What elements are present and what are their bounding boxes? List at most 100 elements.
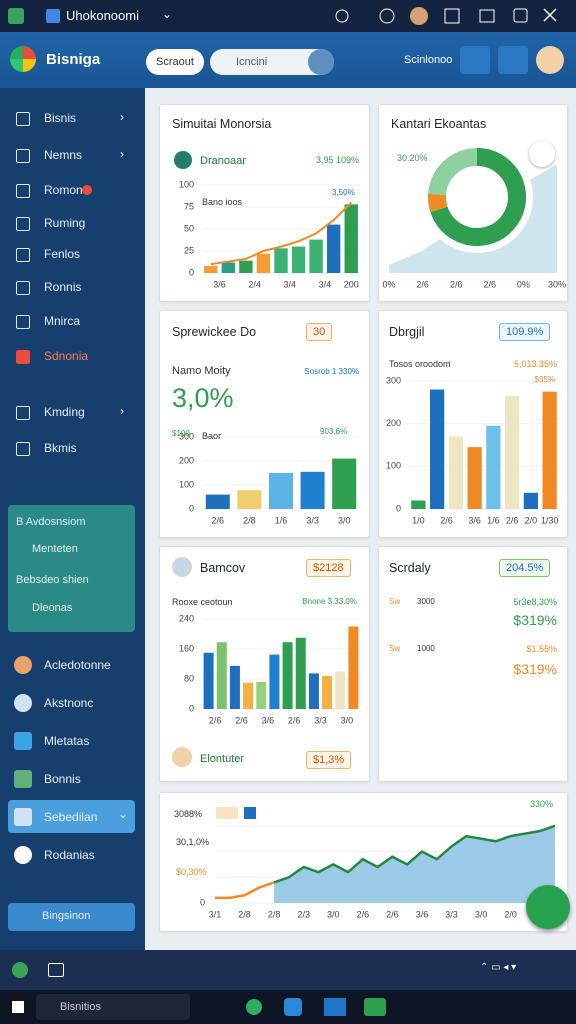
tab-icon bbox=[46, 9, 60, 23]
nav-icon bbox=[16, 442, 30, 456]
fab[interactable] bbox=[526, 885, 570, 929]
avatar[interactable] bbox=[536, 46, 564, 74]
taskbar-search[interactable]: Bisnitios bbox=[36, 994, 190, 1020]
card: 0 3/1 2/8 2/8 2/3 3/0 2/6 2/6 3/6 3/3 3/0 2/0 3088% 3… bbox=[159, 792, 570, 932]
annotation: $0,30% bbox=[176, 867, 207, 877]
logo bbox=[10, 46, 36, 72]
nav-item[interactable]: Bkmis bbox=[44, 441, 77, 455]
bar bbox=[295, 637, 306, 709]
x-tick-label: 2/6 bbox=[450, 279, 463, 289]
footer-label: Elontuter bbox=[200, 753, 245, 765]
bar bbox=[243, 682, 254, 709]
nav-icon bbox=[14, 656, 32, 674]
icon[interactable] bbox=[444, 8, 460, 24]
close[interactable] bbox=[543, 8, 557, 22]
window-controls bbox=[335, 7, 557, 25]
nav-item[interactable]: Akstnonc bbox=[44, 696, 94, 710]
bar bbox=[282, 642, 293, 709]
bar bbox=[269, 654, 280, 709]
avatar[interactable] bbox=[410, 7, 428, 25]
big-value: 3,0% bbox=[172, 383, 234, 413]
nav-item[interactable]: Sebedilan bbox=[44, 810, 98, 824]
nav-subitem[interactable]: Dleonas bbox=[32, 602, 73, 614]
nav-icon bbox=[14, 808, 32, 826]
x-tick-label: 2/6 bbox=[416, 279, 429, 289]
x-tick-label: 3/3 bbox=[314, 715, 327, 725]
nav-item[interactable]: Rodanias bbox=[44, 848, 95, 862]
icon[interactable] bbox=[479, 9, 495, 23]
x-tick-label: 2/8 bbox=[268, 909, 281, 919]
nav-item[interactable]: Bonnis bbox=[44, 772, 81, 786]
search-button[interactable] bbox=[308, 49, 334, 75]
maximize[interactable] bbox=[513, 8, 528, 23]
app[interactable] bbox=[324, 998, 346, 1016]
note: Bano ioos bbox=[202, 197, 243, 207]
nav-item[interactable]: Kmding bbox=[44, 405, 85, 419]
icon[interactable] bbox=[379, 8, 395, 24]
trend-line bbox=[210, 201, 352, 266]
chart: 0 100 200 300 2/6 2/8 1/6 3/3 3/0 bbox=[179, 431, 360, 525]
nav-subitem[interactable]: Menteten bbox=[32, 543, 78, 555]
bar bbox=[344, 204, 358, 273]
button[interactable]: Scraout bbox=[146, 49, 204, 75]
nav-icon bbox=[14, 770, 32, 788]
tab-dropdown[interactable]: ⌄ bbox=[162, 7, 173, 21]
x-tick-label: 2/3 bbox=[297, 909, 310, 919]
series-line bbox=[215, 881, 275, 900]
x-tick-label: 3/4 bbox=[319, 279, 332, 289]
series-line bbox=[273, 824, 556, 884]
nav-item[interactable]: Nemns bbox=[44, 148, 83, 162]
x-tick-label: 3/4 bbox=[284, 279, 297, 289]
search-box[interactable]: Icncini bbox=[210, 49, 334, 75]
zoom-button[interactable] bbox=[529, 141, 555, 167]
card: 0 100 200 300 1/0 2/6 3/6 1/6 2/6 2/0 1/30 Dbrgjil 1… bbox=[378, 310, 568, 538]
nav-item[interactable]: Fenlos bbox=[44, 247, 81, 261]
tray: ⌃ ▭ ◂ ▾ bbox=[480, 962, 517, 973]
y-tick-label: 200 bbox=[179, 455, 194, 465]
annotation: 30,1,0% bbox=[176, 837, 210, 847]
y-tick-label: 100 bbox=[386, 461, 401, 471]
nav-item[interactable]: Ronnis bbox=[44, 280, 82, 294]
icon-button[interactable] bbox=[498, 46, 528, 74]
app[interactable] bbox=[246, 999, 262, 1015]
card: Scrdaly 204.5% Sw 3000 5r3e8,30% $319% Sw 1000 $… bbox=[378, 546, 568, 782]
app[interactable] bbox=[284, 998, 302, 1016]
app-footer: ⌃ ▭ ◂ ▾ bbox=[0, 950, 576, 990]
nav-item[interactable]: Romon bbox=[44, 183, 83, 197]
x-tick-label: 3/6 bbox=[213, 279, 226, 289]
nav-subitem[interactable]: Bebsdeo shien bbox=[16, 574, 89, 586]
label: Namo Moity bbox=[172, 365, 231, 377]
app[interactable] bbox=[364, 998, 386, 1016]
nav-footer[interactable]: Bingsinon bbox=[8, 903, 135, 931]
nav-icon bbox=[16, 112, 30, 126]
tab-title[interactable]: Uhokonoomi bbox=[66, 8, 139, 23]
card: 0 100 200 300 2/6 2/8 1/6 3/3 3/0 Sprewickee Do 30… bbox=[159, 310, 370, 538]
nav-item[interactable]: Ruming bbox=[44, 216, 86, 230]
y-tick-label: 0 bbox=[189, 267, 194, 277]
badge: $2128 bbox=[306, 559, 351, 577]
bar bbox=[348, 626, 359, 709]
nav-item[interactable]: Mnirca bbox=[44, 314, 81, 328]
nav-item[interactable]: Bisnis bbox=[44, 111, 77, 125]
x-tick-label: 2/0 bbox=[525, 515, 538, 525]
row-key: Sw bbox=[389, 597, 401, 606]
x-tick-label: 3/0 bbox=[338, 515, 351, 525]
x-tick-label: 2/6 bbox=[209, 715, 222, 725]
main: 0 25 50 75 100 3/6 2/4 3/4 3/4 200 Simuitai Monors… bbox=[145, 88, 576, 950]
icon[interactable] bbox=[335, 9, 349, 23]
icon bbox=[12, 962, 28, 978]
icon-button[interactable] bbox=[460, 46, 490, 74]
nav-item[interactable]: Acledotonne bbox=[44, 658, 111, 672]
bar bbox=[322, 676, 333, 709]
x-tick-label: 3/3 bbox=[306, 515, 319, 525]
icon[interactable] bbox=[48, 963, 64, 977]
x-tick-label: 3/6 bbox=[416, 909, 429, 919]
y-tick-label: 300 bbox=[179, 431, 194, 441]
bar bbox=[256, 682, 267, 709]
nav-subitem[interactable]: B Avdosnsiom bbox=[16, 516, 86, 528]
nav-item[interactable]: Mletatas bbox=[44, 734, 90, 748]
nav-item[interactable]: Sdnonia bbox=[44, 349, 89, 363]
start[interactable] bbox=[12, 1001, 24, 1013]
x-tick-label: 2/8 bbox=[243, 515, 256, 525]
bar bbox=[256, 253, 271, 273]
